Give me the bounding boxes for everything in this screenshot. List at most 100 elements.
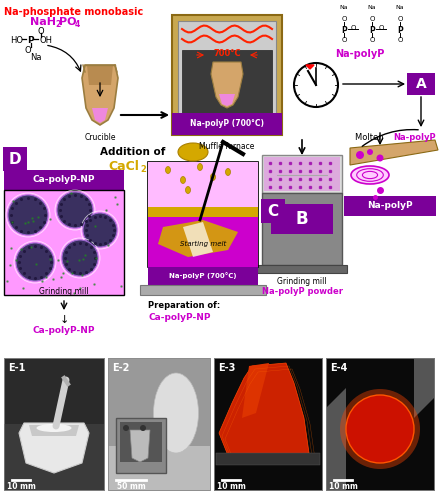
Ellipse shape: [351, 166, 389, 184]
FancyBboxPatch shape: [261, 199, 285, 223]
Circle shape: [294, 63, 338, 107]
Polygon shape: [29, 425, 79, 436]
FancyBboxPatch shape: [271, 204, 333, 234]
Ellipse shape: [165, 166, 171, 173]
Bar: [182, 50, 272, 114]
Text: Grinding mill: Grinding mill: [39, 287, 89, 296]
Bar: [108, 358, 210, 490]
Text: Na-polyP (700°C): Na-polyP (700°C): [169, 272, 237, 280]
Circle shape: [57, 192, 93, 228]
Text: CaCl: CaCl: [108, 160, 139, 173]
Ellipse shape: [198, 164, 202, 170]
Bar: [214, 358, 322, 490]
Text: ↓: ↓: [59, 315, 69, 325]
Bar: [120, 422, 162, 462]
Text: NaH: NaH: [30, 17, 56, 27]
Text: 10 mm: 10 mm: [7, 482, 36, 491]
FancyBboxPatch shape: [407, 73, 435, 95]
Text: Ca-polyP-NP: Ca-polyP-NP: [148, 313, 210, 322]
Polygon shape: [92, 108, 108, 123]
Ellipse shape: [180, 176, 186, 184]
Text: O: O: [38, 27, 44, 36]
Polygon shape: [219, 94, 235, 106]
Bar: [262, 193, 342, 265]
Bar: [148, 267, 258, 285]
Bar: [4, 358, 104, 490]
Polygon shape: [211, 62, 243, 108]
Text: O: O: [351, 25, 356, 31]
Bar: [178, 21, 276, 119]
Text: P: P: [27, 36, 33, 45]
Text: 4: 4: [75, 20, 80, 29]
Ellipse shape: [37, 424, 72, 432]
Ellipse shape: [210, 174, 216, 180]
Text: P: P: [341, 26, 347, 35]
Text: O: O: [24, 46, 31, 55]
Text: Na: Na: [30, 53, 41, 62]
Text: 700°C: 700°C: [213, 48, 241, 58]
Ellipse shape: [225, 168, 231, 175]
Polygon shape: [242, 363, 269, 418]
Circle shape: [83, 213, 117, 247]
Polygon shape: [19, 423, 89, 473]
Text: A: A: [416, 77, 426, 91]
Text: C: C: [268, 204, 279, 218]
Text: Starting melt: Starting melt: [180, 241, 226, 247]
Text: HO: HO: [10, 36, 23, 45]
Text: O: O: [397, 37, 403, 43]
Text: Na-phosphate monobasic: Na-phosphate monobasic: [4, 7, 143, 17]
Polygon shape: [414, 358, 434, 418]
Text: Na-polyP: Na-polyP: [335, 49, 385, 59]
Circle shape: [356, 151, 364, 159]
Bar: [148, 162, 258, 207]
Text: 2: 2: [140, 165, 146, 174]
Text: Crucible: Crucible: [84, 133, 116, 142]
Text: B: B: [296, 210, 308, 228]
Bar: [140, 285, 266, 295]
Text: P: P: [369, 26, 375, 35]
FancyBboxPatch shape: [3, 147, 27, 171]
Bar: [216, 453, 320, 465]
Text: Addition of: Addition of: [100, 147, 165, 157]
Polygon shape: [130, 430, 150, 462]
Ellipse shape: [186, 186, 191, 194]
Bar: [108, 358, 210, 446]
Bar: [172, 113, 282, 135]
Bar: [262, 155, 342, 193]
Text: 2: 2: [55, 20, 60, 29]
Bar: [326, 358, 434, 490]
Polygon shape: [158, 220, 238, 257]
Text: O: O: [397, 16, 403, 22]
Circle shape: [140, 425, 146, 431]
Circle shape: [377, 154, 384, 162]
Bar: [257, 265, 347, 273]
Circle shape: [8, 195, 48, 235]
Text: O: O: [369, 16, 375, 22]
Bar: [116, 418, 166, 473]
Polygon shape: [82, 65, 118, 125]
Text: P: P: [397, 26, 403, 35]
Text: Preparation of:: Preparation of:: [148, 301, 220, 310]
Circle shape: [340, 389, 420, 469]
Text: E-2: E-2: [112, 363, 129, 373]
Text: Grinding mill: Grinding mill: [277, 277, 327, 286]
Circle shape: [367, 149, 373, 155]
Bar: [4, 358, 104, 490]
Ellipse shape: [178, 143, 208, 161]
Polygon shape: [148, 207, 258, 217]
Text: O: O: [379, 25, 385, 31]
Bar: [108, 358, 210, 490]
Polygon shape: [219, 363, 309, 458]
Text: Ca-polyP-NP: Ca-polyP-NP: [33, 326, 95, 335]
Bar: [4, 424, 104, 490]
Polygon shape: [326, 388, 346, 490]
Text: Na-polyP: Na-polyP: [393, 133, 436, 142]
Bar: [326, 358, 434, 490]
Text: 10 mm: 10 mm: [329, 482, 357, 491]
Text: Molten: Molten: [355, 133, 386, 142]
Circle shape: [62, 240, 98, 276]
FancyBboxPatch shape: [172, 15, 282, 135]
Text: Na: Na: [396, 5, 404, 10]
Polygon shape: [87, 65, 113, 85]
Circle shape: [346, 395, 414, 463]
